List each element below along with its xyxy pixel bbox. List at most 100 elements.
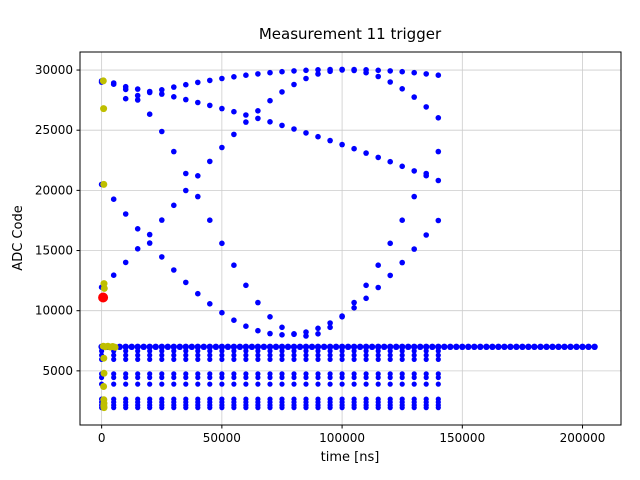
data-point — [243, 282, 249, 289]
data-point — [375, 374, 381, 381]
data-point — [147, 356, 153, 362]
data-point — [315, 352, 321, 358]
data-point — [147, 405, 153, 411]
data-point — [435, 148, 442, 155]
data-point — [135, 381, 141, 387]
data-point — [543, 343, 550, 350]
data-point — [327, 137, 333, 144]
series-curve-top-arc — [122, 66, 442, 102]
data-point — [387, 79, 394, 85]
data-point — [207, 301, 213, 307]
data-point — [207, 348, 213, 354]
data-point — [429, 343, 436, 350]
data-point — [279, 332, 285, 338]
data-point — [218, 343, 226, 350]
data-point — [111, 405, 117, 411]
data-point — [423, 232, 430, 238]
data-point — [411, 405, 417, 411]
data-point — [327, 371, 333, 377]
data-point — [135, 356, 141, 362]
y-tick-label: 30000 — [35, 63, 73, 77]
data-point — [279, 374, 285, 381]
data-point — [135, 348, 141, 354]
data-point — [375, 371, 381, 377]
data-point — [399, 381, 405, 387]
data-point — [405, 343, 412, 350]
data-point — [351, 145, 357, 152]
data-point — [375, 262, 382, 269]
data-point — [279, 352, 285, 358]
data-point — [387, 371, 393, 377]
data-point — [555, 343, 562, 350]
data-point — [219, 356, 225, 362]
data-point — [399, 86, 406, 92]
data-point — [219, 371, 225, 377]
x-tick-label: 200000 — [560, 431, 606, 445]
data-point — [351, 371, 357, 377]
data-point — [327, 348, 333, 354]
series-curve-mid-dip — [98, 181, 442, 338]
data-point — [435, 177, 442, 184]
data-point — [195, 356, 201, 362]
data-point — [272, 343, 280, 350]
data-point — [243, 352, 249, 358]
data-point — [255, 327, 261, 334]
data-point — [158, 343, 165, 350]
data-point — [477, 343, 484, 350]
data-point — [393, 343, 400, 350]
data-point — [375, 356, 381, 362]
data-point — [315, 67, 321, 73]
data-point — [435, 115, 442, 121]
data-point — [303, 374, 309, 381]
data-point — [195, 79, 201, 86]
data-point — [159, 356, 165, 362]
data-point — [327, 356, 333, 362]
data-point — [195, 381, 201, 387]
data-point — [147, 352, 153, 358]
data-point — [123, 348, 129, 354]
data-point — [123, 405, 129, 411]
data-point — [291, 348, 297, 354]
data-point — [122, 259, 129, 266]
data-point — [327, 381, 333, 387]
data-point — [207, 158, 213, 165]
data-point — [135, 371, 141, 377]
data-point — [303, 348, 309, 354]
data-point — [375, 67, 382, 74]
data-point — [435, 343, 442, 350]
data-point — [255, 356, 261, 362]
data-point — [99, 77, 107, 85]
data-point — [363, 295, 369, 302]
data-point — [123, 352, 129, 358]
y-tick-label: 25000 — [35, 123, 73, 137]
data-point — [375, 284, 382, 291]
data-point — [303, 333, 309, 339]
data-point — [267, 314, 273, 320]
data-point — [219, 348, 225, 354]
data-point — [296, 343, 304, 350]
data-point — [339, 381, 345, 387]
data-point — [339, 352, 345, 358]
data-point — [363, 352, 369, 358]
data-point — [579, 343, 586, 350]
data-point — [147, 348, 153, 354]
data-point — [387, 374, 393, 381]
data-point — [411, 168, 418, 174]
data-point — [159, 381, 165, 387]
data-point — [291, 68, 297, 74]
data-point — [279, 371, 285, 377]
data-point — [267, 69, 273, 76]
data-point — [267, 381, 273, 387]
data-point — [351, 305, 357, 311]
data-point — [242, 343, 250, 350]
data-point — [159, 405, 165, 411]
data-point — [483, 343, 490, 350]
data-point — [363, 67, 369, 73]
data-point — [171, 405, 177, 411]
data-point — [231, 317, 237, 324]
data-point — [399, 217, 406, 223]
data-point — [171, 267, 177, 273]
data-point — [417, 343, 424, 350]
data-point — [219, 374, 225, 381]
